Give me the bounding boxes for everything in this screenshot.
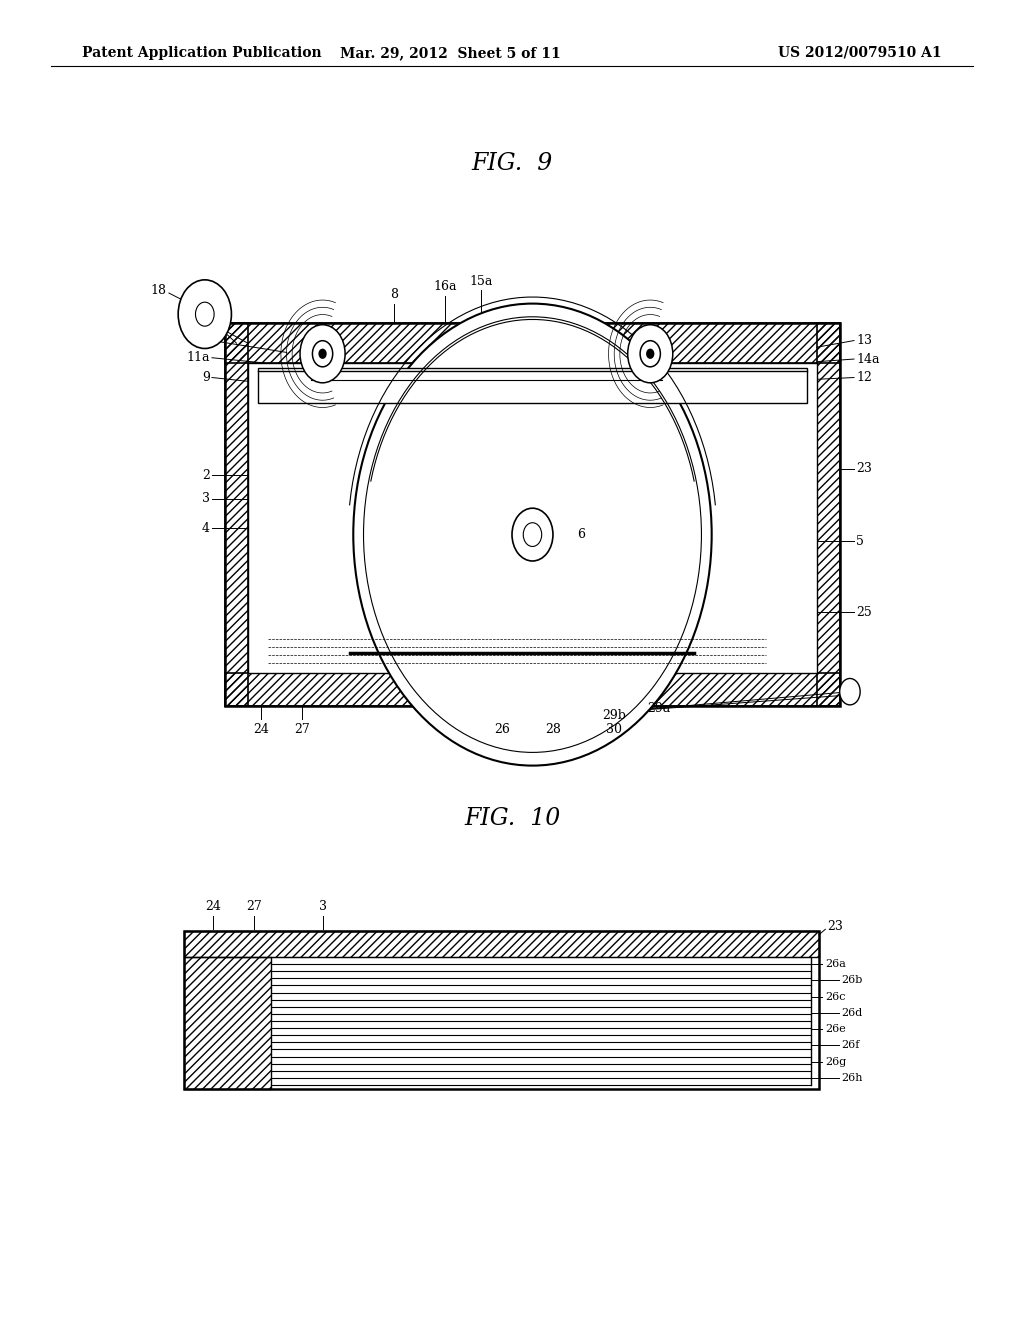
Circle shape [523,523,542,546]
Circle shape [840,678,860,705]
Bar [248,363,817,673]
Text: 27: 27 [294,723,310,737]
Text: 11a: 11a [186,351,210,364]
Text: 29b: 29b [602,709,626,722]
Text: Mar. 29, 2012  Sheet 5 of 11: Mar. 29, 2012 Sheet 5 of 11 [340,46,561,59]
Circle shape [312,341,333,367]
Bar [225,673,840,706]
Bar [817,323,840,706]
Bar [258,368,807,403]
Text: 13: 13 [856,334,872,347]
Text: 26a: 26a [825,960,846,969]
Text: 16a: 16a [434,280,457,293]
Circle shape [178,280,231,348]
Text: 4: 4 [202,521,210,535]
Text: 26h: 26h [842,1073,863,1082]
Circle shape [512,508,553,561]
Text: 12: 12 [856,371,872,384]
Circle shape [196,302,214,326]
Text: 23: 23 [856,462,872,475]
Text: 26b: 26b [842,975,863,985]
Text: Patent Application Publication: Patent Application Publication [82,46,322,59]
Bar [184,931,819,957]
Text: 29a: 29a [647,702,671,715]
Text: 3: 3 [318,900,327,913]
Text: 27: 27 [246,900,262,913]
Text: 26g: 26g [825,1057,847,1067]
Bar [225,323,840,706]
Text: 23: 23 [827,920,844,933]
Text: 24: 24 [253,723,269,737]
Text: 26f: 26f [842,1040,860,1051]
Text: 10: 10 [194,334,210,347]
Bar [184,931,819,1089]
Text: 24: 24 [205,900,221,913]
Circle shape [300,325,345,383]
Text: 26c: 26c [825,991,846,1002]
Text: 9: 9 [202,371,210,384]
Circle shape [353,304,712,766]
Bar [184,957,271,1089]
Bar [225,323,840,363]
Text: 17: 17 [194,317,210,330]
Text: 30: 30 [606,723,623,737]
Circle shape [628,325,673,383]
Text: 26: 26 [494,723,510,737]
Text: 3: 3 [202,492,210,506]
Bar [225,323,840,706]
Text: 28: 28 [545,723,561,737]
Text: 5: 5 [856,535,864,548]
Text: 26e: 26e [825,1024,846,1034]
Text: 6: 6 [578,528,586,541]
Text: US 2012/0079510 A1: US 2012/0079510 A1 [778,46,942,59]
Circle shape [647,350,653,358]
Text: 14a: 14a [856,352,880,366]
Circle shape [640,341,660,367]
Text: 18: 18 [151,284,167,297]
Circle shape [319,350,326,358]
Text: 25: 25 [856,606,871,619]
Text: 26d: 26d [842,1008,863,1018]
Bar [225,323,248,706]
Text: FIG.  9: FIG. 9 [471,152,553,176]
Text: FIG.  10: FIG. 10 [464,807,560,830]
Text: 2: 2 [202,469,210,482]
Bar [184,931,819,1089]
Text: 15a: 15a [470,275,493,288]
Text: 8: 8 [390,288,398,301]
